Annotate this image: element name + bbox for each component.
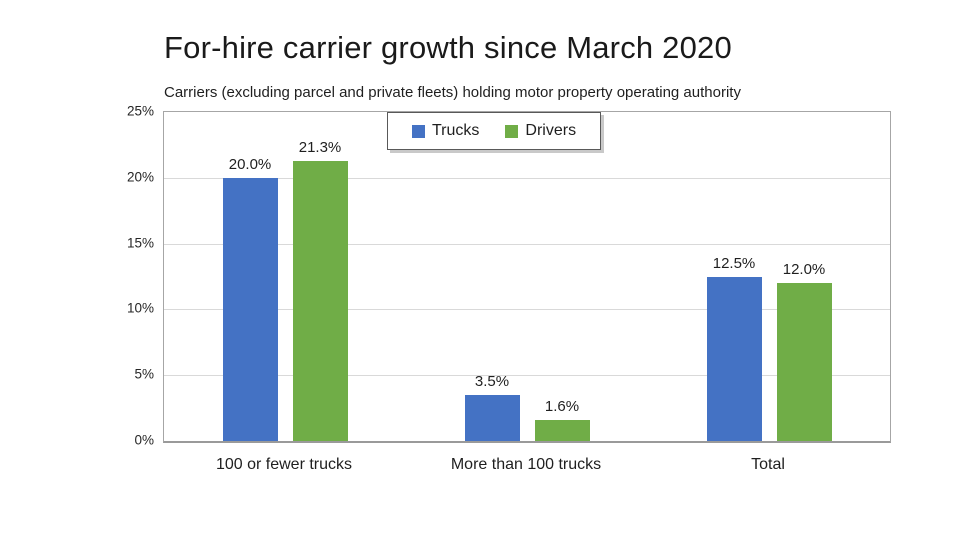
legend-label-drivers: Drivers [525,122,577,139]
bar-drivers-3 [776,283,832,441]
bar-drivers-2 [534,419,590,441]
gridline [164,177,890,179]
data-label-trucks-3: 12.5% [712,254,756,272]
x-category-label: Total [751,456,785,473]
plot-area: 20.0% 21.3% 3.5% 1.6% 12.5% 12.0% [163,111,891,443]
y-tick-label: 15% [126,235,154,251]
data-label-trucks-2: 3.5% [474,372,510,390]
y-tick-label: 25% [126,103,154,119]
data-label-trucks-1: 20.0% [228,155,272,173]
data-label-drivers-1: 21.3% [298,138,342,156]
y-tick-label: 20% [126,169,154,185]
y-tick-label: 5% [134,366,154,382]
bar-trucks-3 [706,276,762,441]
chart-subtitle: Carriers (excluding parcel and private f… [164,84,741,101]
data-label-drivers-2: 1.6% [544,397,580,415]
chart-title: For-hire carrier growth since March 2020 [164,30,732,65]
gridline [164,243,890,245]
x-category-label: More than 100 trucks [450,456,602,473]
y-axis: 25% 20% 15% 10% 5% 0% [100,104,154,448]
drivers-swatch-icon [505,124,519,138]
x-category-label: 100 or fewer trucks [215,456,353,473]
legend-label-trucks: Trucks [432,122,480,139]
legend-item-drivers: Drivers [505,122,576,140]
gridline [164,309,890,311]
x-axis: 100 or fewer trucks More than 100 trucks T… [163,442,889,482]
bar-trucks-2 [464,394,520,441]
bar-trucks-1 [222,177,278,441]
data-label-drivers-3: 12.0% [782,261,826,279]
y-tick-label: 0% [134,432,154,448]
legend: Trucks Drivers [387,112,602,150]
gridline [164,375,890,377]
bar-drivers-1 [292,160,348,441]
trucks-swatch-icon [412,124,425,138]
legend-item-trucks: Trucks [412,122,479,140]
y-tick-label: 10% [126,300,154,316]
